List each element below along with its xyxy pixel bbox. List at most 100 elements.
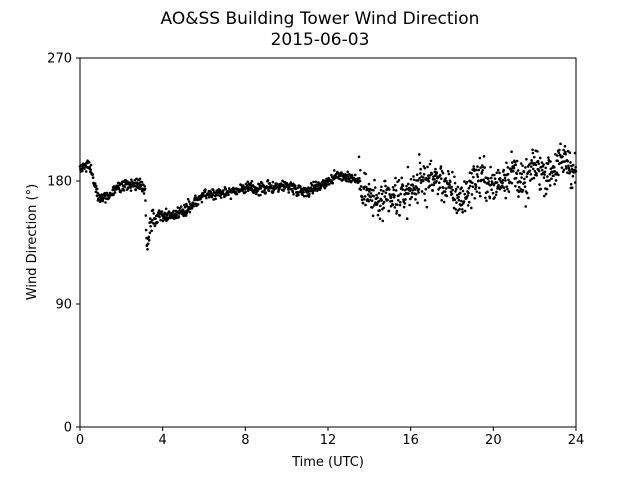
data-point [306, 190, 310, 194]
data-point [557, 173, 560, 177]
data-point [554, 152, 557, 156]
data-point [401, 184, 405, 187]
data-point [259, 193, 262, 197]
data-point [423, 199, 427, 202]
data-point [372, 188, 375, 192]
data-point [498, 187, 502, 191]
data-point [568, 151, 572, 154]
data-point [130, 178, 133, 181]
data-point [474, 187, 477, 191]
data-point [390, 195, 393, 199]
data-point [471, 181, 474, 185]
data-point [482, 155, 486, 158]
data-point [370, 199, 374, 202]
data-point [426, 165, 429, 169]
data-point [358, 179, 362, 183]
data-point [151, 218, 154, 222]
data-point [346, 170, 349, 174]
data-point [542, 176, 546, 179]
data-point [378, 217, 382, 221]
data-point [311, 191, 315, 195]
data-point [268, 182, 272, 185]
data-point [375, 193, 378, 197]
data-point [530, 161, 534, 164]
data-point [128, 181, 132, 184]
data-point [501, 181, 504, 185]
data-point [524, 205, 528, 208]
data-point [430, 183, 433, 187]
data-point [123, 185, 127, 189]
data-point [454, 190, 457, 193]
data-point [394, 176, 397, 180]
data-point [403, 202, 407, 205]
data-point [417, 188, 421, 191]
data-point [558, 148, 561, 152]
data-point [363, 195, 367, 198]
data-point [527, 196, 530, 200]
data-point [567, 166, 571, 170]
data-point [291, 190, 295, 194]
data-point [424, 187, 428, 191]
data-point [533, 170, 537, 173]
data-point [456, 185, 460, 189]
data-point [570, 167, 574, 171]
data-point [357, 155, 361, 159]
data-point [439, 167, 442, 170]
data-point [387, 209, 391, 213]
data-point [414, 198, 417, 201]
data-point [367, 182, 371, 186]
data-point [520, 176, 523, 179]
data-point [376, 196, 379, 199]
data-point [543, 170, 547, 174]
data-point [562, 168, 566, 172]
data-point [452, 206, 456, 210]
data-point [212, 188, 215, 192]
data-point [467, 200, 471, 204]
data-point [438, 173, 442, 177]
data-point [149, 224, 152, 228]
data-point [536, 159, 540, 163]
data-point [564, 152, 567, 156]
data-point [453, 198, 457, 202]
data-point [309, 182, 313, 185]
data-point [451, 188, 454, 192]
data-point [150, 229, 153, 233]
data-point [275, 182, 279, 186]
data-point [447, 172, 451, 176]
data-point [507, 190, 511, 193]
data-point [218, 188, 222, 192]
data-point [523, 185, 527, 188]
data-point [448, 180, 452, 184]
data-point [455, 201, 458, 204]
data-point [466, 194, 470, 197]
data-point [186, 197, 190, 201]
data-point [414, 192, 418, 196]
data-point [451, 170, 454, 174]
data-point [313, 189, 317, 192]
data-point [460, 186, 463, 189]
data-point [84, 170, 88, 173]
x-tick-label: 0 [76, 433, 84, 448]
data-point [543, 194, 546, 198]
x-tick-label: 20 [485, 433, 502, 448]
data-point [453, 181, 457, 185]
data-point [89, 163, 93, 167]
data-point [409, 197, 412, 201]
data-point [407, 192, 410, 195]
data-point [398, 214, 401, 217]
data-point [160, 210, 164, 213]
data-point [302, 190, 305, 194]
data-point [428, 184, 431, 188]
data-point [418, 161, 422, 165]
data-point [506, 172, 510, 176]
data-point [467, 191, 470, 195]
data-point [185, 202, 188, 206]
data-point [362, 197, 366, 201]
y-tick-label: 270 [47, 52, 72, 67]
data-point [358, 177, 361, 180]
data-point [500, 184, 504, 187]
data-point [263, 188, 266, 192]
data-point [514, 163, 518, 167]
data-point [371, 206, 374, 209]
